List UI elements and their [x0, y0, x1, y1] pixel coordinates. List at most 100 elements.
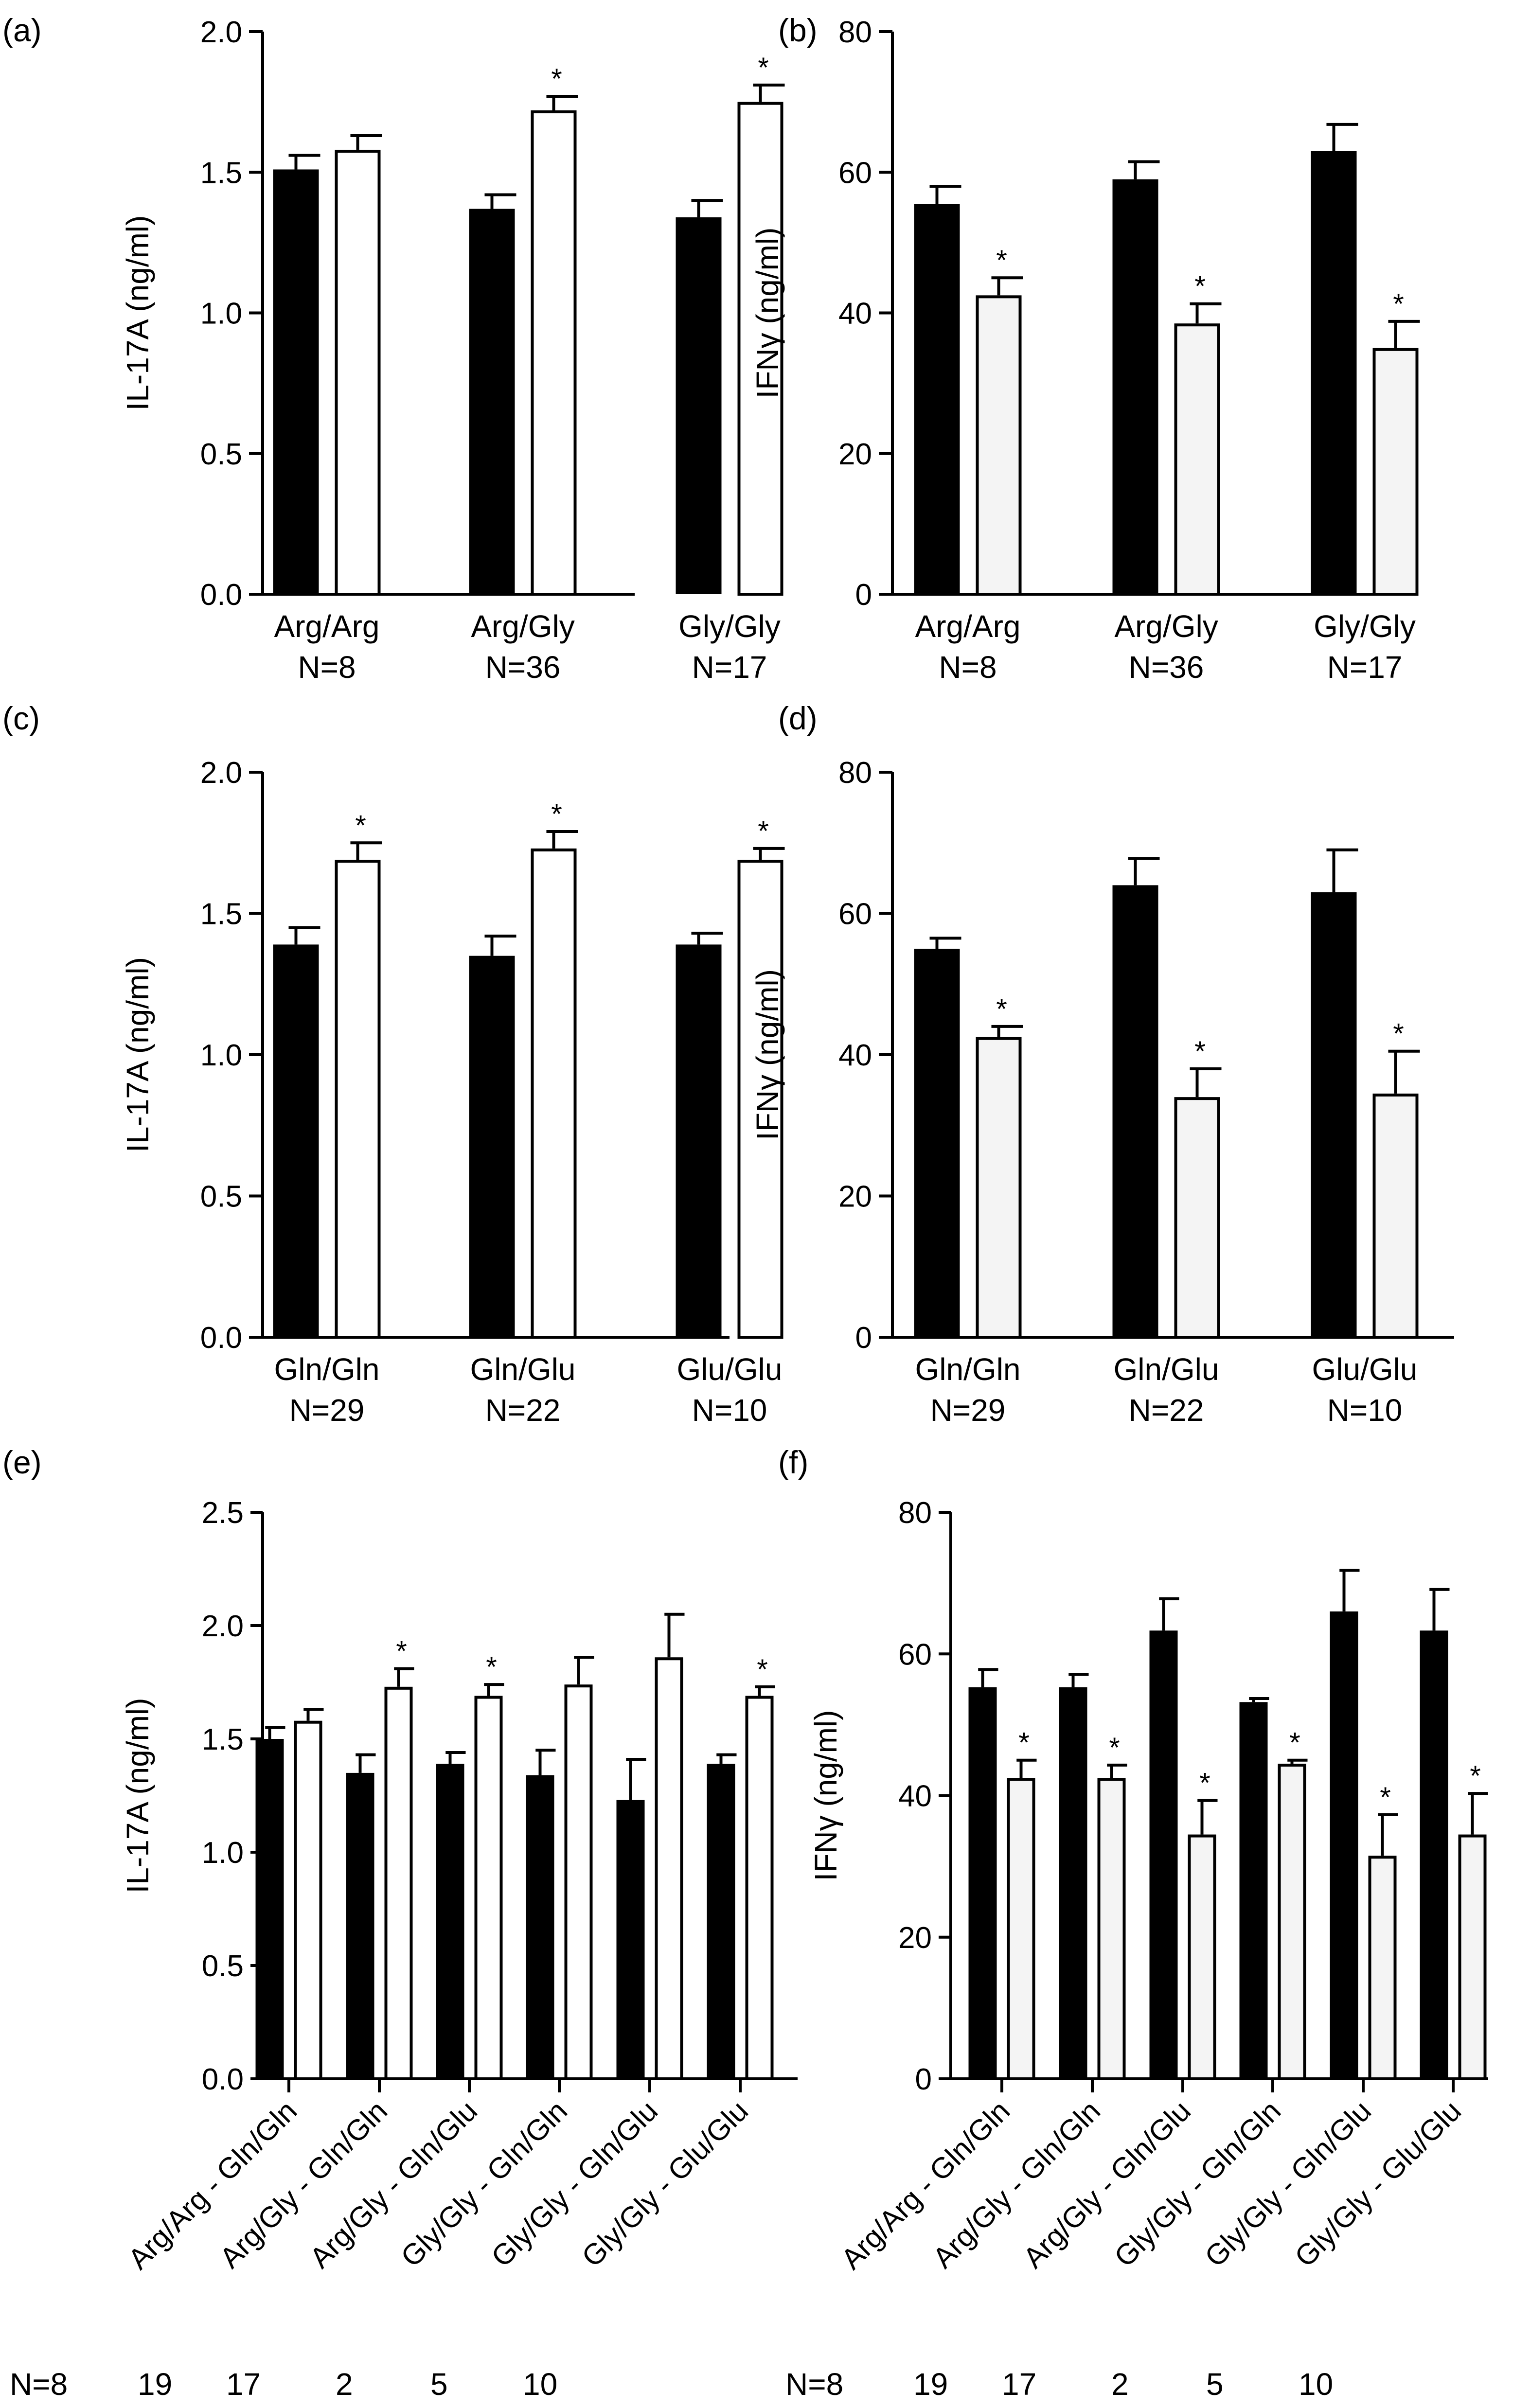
y-tick-label: 0.5: [200, 1180, 242, 1214]
bar-dark: [273, 169, 319, 595]
bar-dark: [255, 1739, 284, 2079]
x-tick-label: Arg/Gly - Gln/Glu: [1017, 2094, 1197, 2274]
x-tick-label: Gly/Gly: [678, 609, 781, 644]
x-tick-label: Glu/Glu: [677, 1352, 783, 1387]
y-tick-label: 40: [838, 297, 872, 331]
y-tick-label: 0.0: [200, 1321, 242, 1355]
bar-dark: [1059, 1687, 1087, 2079]
y-axis-label: IL-17A (ng/ml): [120, 1698, 155, 1894]
bar-light: [1368, 1856, 1397, 2080]
n-count-label: 19: [913, 2367, 948, 2402]
bar-light: [737, 860, 783, 1339]
y-tick-label: 80: [838, 16, 872, 49]
bar-light: [1278, 1763, 1306, 2080]
n-count-label: 5: [1206, 2367, 1224, 2402]
y-axis-label: IFNγ (ng/ml): [750, 969, 785, 1140]
x-n-label: N=22: [485, 1393, 561, 1428]
bar-light: [1372, 1093, 1419, 1339]
significance-star: *: [486, 1651, 497, 1683]
significance-star: *: [1194, 271, 1206, 302]
x-tick-label: Gly/Gly - Glu/Glu: [575, 2094, 754, 2273]
y-tick-label: 1.0: [202, 1836, 244, 1870]
panel-label: (d): [778, 700, 818, 736]
significance-star: *: [1393, 288, 1404, 320]
bar-dark: [469, 956, 515, 1337]
x-tick-label: Gly/Gly - Glu/Glu: [1288, 2094, 1467, 2273]
bar-dark: [968, 1687, 997, 2079]
y-tick-label: 1.0: [200, 1039, 242, 1072]
n-count-label: 10: [1299, 2367, 1333, 2402]
significance-star: *: [1470, 1760, 1481, 1792]
bar-dark: [346, 1772, 374, 2079]
bar-dark: [616, 1800, 645, 2079]
bar-dark: [1239, 1702, 1268, 2079]
x-tick-label: Arg/Gly - Gln/Gln: [214, 2094, 393, 2274]
bar-light: [1188, 1834, 1216, 2080]
y-tick-label: 20: [898, 1921, 932, 1955]
panel-d: (d) 0 20 40 60 80 IFNγ (ng/ml) * Gln/Gln N=29 * Gln…: [750, 700, 1454, 1428]
y-tick-label: 1.5: [200, 156, 242, 190]
y-tick-label: 80: [898, 1496, 932, 1530]
bar-dark: [273, 944, 319, 1337]
bar-dark: [1149, 1630, 1178, 2079]
y-tick-label: 0.0: [200, 578, 242, 612]
bar-light: [976, 1037, 1022, 1339]
bar-light: [1174, 323, 1220, 596]
bar-dark: [676, 944, 722, 1337]
bar-dark: [707, 1764, 735, 2079]
bar-light: [1097, 1778, 1126, 2080]
y-tick-label: 1.5: [200, 898, 242, 931]
x-n-label: N=17: [1327, 650, 1403, 685]
significance-star: *: [551, 63, 562, 95]
y-tick-label: 0: [855, 578, 872, 612]
x-n-label: N=36: [1129, 650, 1204, 685]
y-tick-label: 2.5: [202, 1496, 244, 1530]
x-tick-label: Arg/Arg - Gln/Gln: [122, 2094, 303, 2276]
bar-dark: [1311, 892, 1357, 1337]
y-tick-label: 60: [838, 898, 872, 931]
y-tick-label: 80: [838, 756, 872, 790]
n-count-label: N=8: [10, 2367, 68, 2402]
x-tick-label: Arg/Gly: [1114, 609, 1218, 644]
panel-label: (f): [778, 1444, 808, 1480]
x-tick-label: Gln/Glu: [1114, 1352, 1219, 1387]
x-tick-label: Arg/Gly - Gln/Glu: [303, 2094, 483, 2274]
y-tick-label: 40: [838, 1039, 872, 1072]
bar-dark: [436, 1764, 464, 2079]
y-tick-label: 2.0: [200, 756, 242, 790]
x-tick-label: Gln/Gln: [274, 1352, 380, 1387]
y-axis-label: IL-17A (ng/ml): [120, 215, 155, 411]
panel-label: (e): [2, 1444, 42, 1480]
bar-light: [474, 1696, 503, 2080]
bar-light: [335, 149, 381, 596]
x-tick-label: Gln/Gln: [915, 1352, 1021, 1387]
y-axis-label: IFNγ (ng/ml): [808, 1710, 843, 1881]
n-count-label: 17: [1002, 2367, 1036, 2402]
panel-label: (b): [778, 12, 818, 48]
y-tick-label: 0.5: [200, 438, 242, 471]
bar-dark: [1330, 1611, 1358, 2079]
x-n-label: N=10: [692, 1393, 767, 1428]
x-tick-label: Gly/Gly - Gln/Glu: [1198, 2094, 1377, 2273]
bar-light: [655, 1657, 683, 2080]
y-tick-label: 1.0: [200, 297, 242, 331]
panel-f: (f) 0 20 40 60 80 IFNγ (ng/ml) * Arg/Arg - Gln/G…: [778, 1444, 1488, 2402]
x-tick-label: Gly/Gly - Gln/Gln: [394, 2094, 573, 2273]
significance-star: *: [757, 1654, 768, 1685]
significance-star: *: [758, 815, 769, 847]
bar-dark: [1311, 151, 1357, 594]
bar-dark: [1112, 885, 1158, 1337]
bar-dark: [914, 204, 960, 594]
y-tick-label: 20: [838, 1180, 872, 1214]
y-tick-label: 60: [838, 156, 872, 190]
significance-star: *: [1199, 1768, 1210, 1799]
panel-label: (c): [2, 700, 40, 736]
bar-light: [335, 860, 381, 1339]
significance-star: *: [1018, 1727, 1030, 1759]
y-axis-label: IL-17A (ng/ml): [120, 957, 155, 1152]
y-tick-label: 60: [898, 1638, 932, 1671]
bar-dark: [1420, 1630, 1448, 2079]
y-tick-label: 20: [838, 438, 872, 471]
significance-star: *: [551, 798, 562, 830]
x-tick-label: Arg/Arg: [274, 609, 380, 644]
